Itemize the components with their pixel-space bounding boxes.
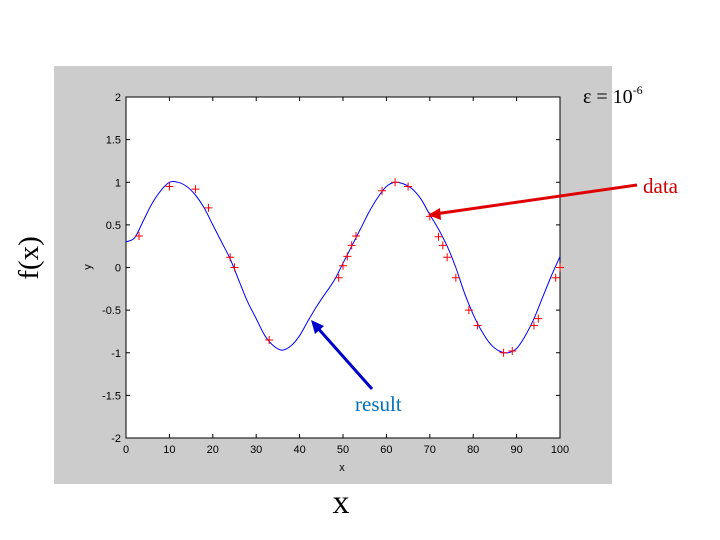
x-tick-label: 100 bbox=[551, 444, 569, 456]
data-point-marker bbox=[508, 347, 517, 356]
data-point-marker bbox=[434, 232, 443, 241]
data-point-marker bbox=[204, 203, 213, 212]
x-tick-label: 20 bbox=[207, 444, 219, 456]
x-tick-label: 70 bbox=[424, 444, 436, 456]
x-tick-label: 30 bbox=[250, 444, 262, 456]
data-point-marker bbox=[135, 231, 144, 240]
y-tick-label: 1.5 bbox=[106, 135, 121, 147]
data-point-marker bbox=[551, 273, 560, 282]
data-point-marker bbox=[334, 273, 343, 282]
data-point-marker bbox=[404, 182, 413, 191]
axis-ticks: 0 10 20 30 40 50 60 70 80 90 100 2 1.5 1 0.5 0 -0.5 -1 -1.… bbox=[102, 92, 569, 456]
data-point-marker bbox=[378, 186, 387, 195]
x-tick-label: 50 bbox=[337, 444, 349, 456]
x-tick-label: 80 bbox=[467, 444, 479, 456]
data-arrow-head bbox=[428, 208, 441, 220]
data-point-marker bbox=[265, 335, 274, 344]
y-tick-label: 0 bbox=[115, 263, 121, 275]
data-point-marker bbox=[464, 306, 473, 315]
data-point-marker bbox=[438, 241, 447, 250]
y-tick-label: -1 bbox=[111, 348, 121, 360]
y-tick-label: 2 bbox=[115, 92, 121, 104]
data-point-marker bbox=[191, 185, 200, 194]
data-point-marker bbox=[339, 261, 347, 270]
data-point-marker bbox=[352, 231, 361, 240]
data-point-marker bbox=[451, 273, 460, 282]
data-point-marker bbox=[529, 321, 538, 330]
inner-y-axis-label: y bbox=[82, 264, 94, 270]
data-annotation: data bbox=[643, 174, 679, 198]
data-point-marker bbox=[391, 178, 400, 187]
x-tick-label: 60 bbox=[380, 444, 392, 456]
epsilon-text: ε = 10 bbox=[583, 86, 633, 108]
data-point-marker bbox=[347, 241, 356, 250]
y-tick-label: -2 bbox=[111, 433, 121, 445]
epsilon-label: ε = 10-6 bbox=[583, 83, 643, 108]
x-tick-label: 90 bbox=[510, 444, 522, 456]
data-point-marker bbox=[443, 253, 452, 262]
data-arrow bbox=[434, 183, 638, 216]
epsilon-exponent: -6 bbox=[633, 83, 643, 97]
outer-x-label: x bbox=[333, 484, 350, 521]
data-point-marker bbox=[230, 263, 239, 272]
x-tick-label: 10 bbox=[163, 444, 175, 456]
data-point-marker bbox=[473, 321, 482, 330]
data-point-marker bbox=[534, 314, 543, 323]
result-annotation: result bbox=[355, 392, 402, 416]
data-markers-group bbox=[135, 178, 564, 357]
y-tick-label: -0.5 bbox=[102, 305, 121, 317]
y-tick-label: -1.5 bbox=[102, 390, 121, 402]
y-tick-label: 1 bbox=[115, 177, 121, 189]
data-point-marker bbox=[499, 348, 508, 357]
result-arrow bbox=[314, 325, 374, 390]
y-tick-label: 0.5 bbox=[106, 220, 121, 232]
data-point-marker bbox=[343, 252, 352, 261]
result-arrow-head bbox=[311, 320, 324, 334]
data-point-marker bbox=[226, 253, 235, 262]
data-point-marker bbox=[165, 182, 174, 191]
x-tick-label: 40 bbox=[293, 444, 305, 456]
data-point-marker bbox=[556, 263, 564, 272]
outer-y-label: f(x) bbox=[13, 236, 45, 279]
x-tick-label: 0 bbox=[123, 444, 129, 456]
inner-x-axis-label: x bbox=[339, 462, 345, 474]
